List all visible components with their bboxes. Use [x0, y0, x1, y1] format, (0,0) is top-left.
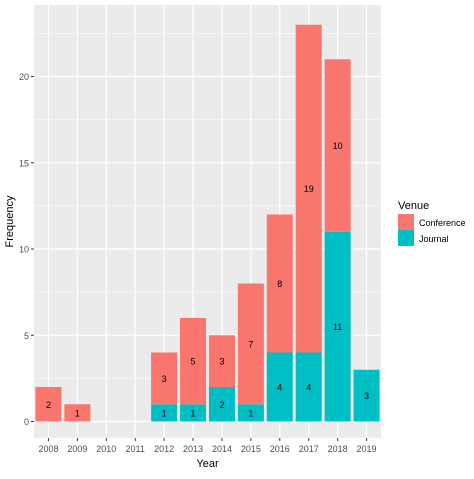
x-tick-label: 2014 [212, 444, 232, 454]
bar-conference-2018 [324, 59, 351, 232]
bar-value-label: 1 [191, 408, 196, 418]
legend: Venue Conference Journal [398, 200, 466, 246]
bar-value-label: 4 [306, 383, 311, 393]
x-tick-label: 2011 [126, 444, 145, 454]
legend-label-journal: Journal [419, 234, 449, 244]
bars [35, 24, 380, 422]
x-tick-label: 2018 [328, 444, 348, 454]
bar-value-label: 1 [162, 408, 167, 418]
bar-conference-2017 [295, 24, 322, 353]
legend-swatch-conference [398, 214, 414, 230]
x-tick-label: 2019 [357, 444, 377, 454]
bar-value-label: 5 [191, 357, 196, 367]
y-axis-label: Frequency [4, 195, 16, 247]
x-tick-label: 2009 [67, 444, 87, 454]
bar-value-label: 10 [333, 141, 343, 151]
x-tick-label: 2010 [96, 444, 116, 454]
bar-value-label: 19 [304, 184, 314, 194]
bar-journal-2013 [180, 404, 207, 422]
y-tick-label: 5 [24, 331, 29, 341]
legend-label-conference: Conference [419, 218, 466, 228]
bar-value-label: 3 [364, 391, 369, 401]
legend-items: Conference Journal [398, 214, 466, 246]
bar-conference-2012 [151, 352, 178, 405]
bar-conference-2015 [237, 283, 264, 405]
bar-conference-2009 [64, 404, 91, 422]
bar-value-label: 1 [75, 408, 80, 418]
bar-conference-2014 [208, 335, 235, 387]
bar-value-label: 2 [219, 400, 224, 410]
bar-journal-2018 [324, 231, 351, 422]
bar-value-label: 8 [277, 279, 282, 289]
y-tick-label: 20 [19, 72, 29, 82]
legend-title: Venue [398, 200, 429, 212]
panel-background [34, 5, 381, 438]
x-tick-label: 2008 [38, 444, 58, 454]
bar-journal-2016 [266, 352, 293, 422]
bar-journal-2012 [151, 404, 178, 422]
x-tick-label: 2012 [154, 444, 174, 454]
bar-journal-2015 [237, 404, 264, 422]
y-tick-label: 10 [19, 245, 29, 255]
bar-value-label: 3 [219, 357, 224, 367]
bar-value-label: 1 [248, 408, 253, 418]
x-tick-label: 2016 [270, 444, 290, 454]
x-tick-label: 2015 [241, 444, 261, 454]
x-tick-label: 2013 [183, 444, 203, 454]
bar-conference-2016 [266, 214, 293, 353]
legend-swatch-journal [398, 230, 414, 246]
bar-conference-2013 [180, 318, 207, 405]
bar-conference-2008 [35, 387, 62, 422]
bar-value-label: 7 [248, 339, 253, 349]
bar-value-label: 2 [46, 400, 51, 410]
bar-value-label: 4 [277, 383, 282, 393]
grid-minor [34, 33, 381, 379]
y-axis: 0 5 10 15 20 [19, 72, 34, 427]
y-tick-label: 15 [19, 158, 29, 168]
bar-value-label: 11 [333, 322, 342, 332]
bar-journal-2014 [208, 387, 235, 422]
x-tick-label: 2017 [299, 444, 319, 454]
y-tick-label: 0 [24, 417, 29, 427]
bar-journal-2019 [353, 369, 380, 422]
bar-value-label: 3 [162, 374, 167, 384]
x-axis: 2008 2009 2010 2011 2012 2013 2014 2015 2016 2017… [38, 438, 377, 454]
x-axis-label: Year [196, 458, 219, 470]
bar-journal-2017 [295, 352, 322, 422]
